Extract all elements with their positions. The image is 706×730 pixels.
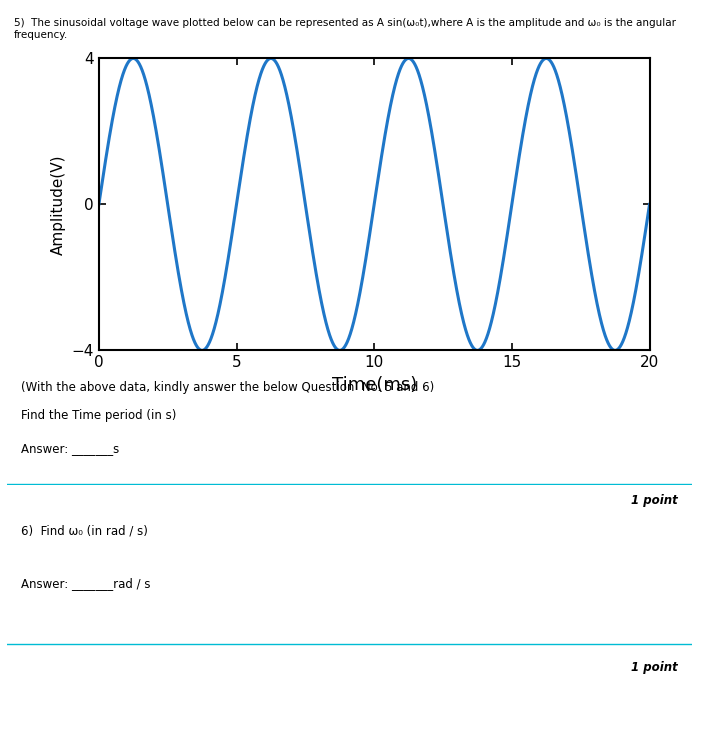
Text: Answer: _______s: Answer: _______s bbox=[20, 442, 119, 455]
Y-axis label: Amplitude(V): Amplitude(V) bbox=[51, 154, 66, 255]
Text: 5)  The sinusoidal voltage wave plotted below can be represented as A sin(ω₀t),w: 5) The sinusoidal voltage wave plotted b… bbox=[14, 18, 676, 40]
Text: 1 point: 1 point bbox=[631, 661, 678, 675]
Text: Find the Time period (in s): Find the Time period (in s) bbox=[20, 409, 176, 422]
Text: (With the above data, kindly answer the below Question  No. 5 and 6): (With the above data, kindly answer the … bbox=[20, 381, 434, 394]
Text: 6)  Find ω₀ (in rad / s): 6) Find ω₀ (in rad / s) bbox=[20, 524, 148, 537]
X-axis label: Time(ms): Time(ms) bbox=[332, 376, 417, 393]
Text: 1 point: 1 point bbox=[631, 493, 678, 507]
Text: Answer: _______rad / s: Answer: _______rad / s bbox=[20, 577, 150, 590]
